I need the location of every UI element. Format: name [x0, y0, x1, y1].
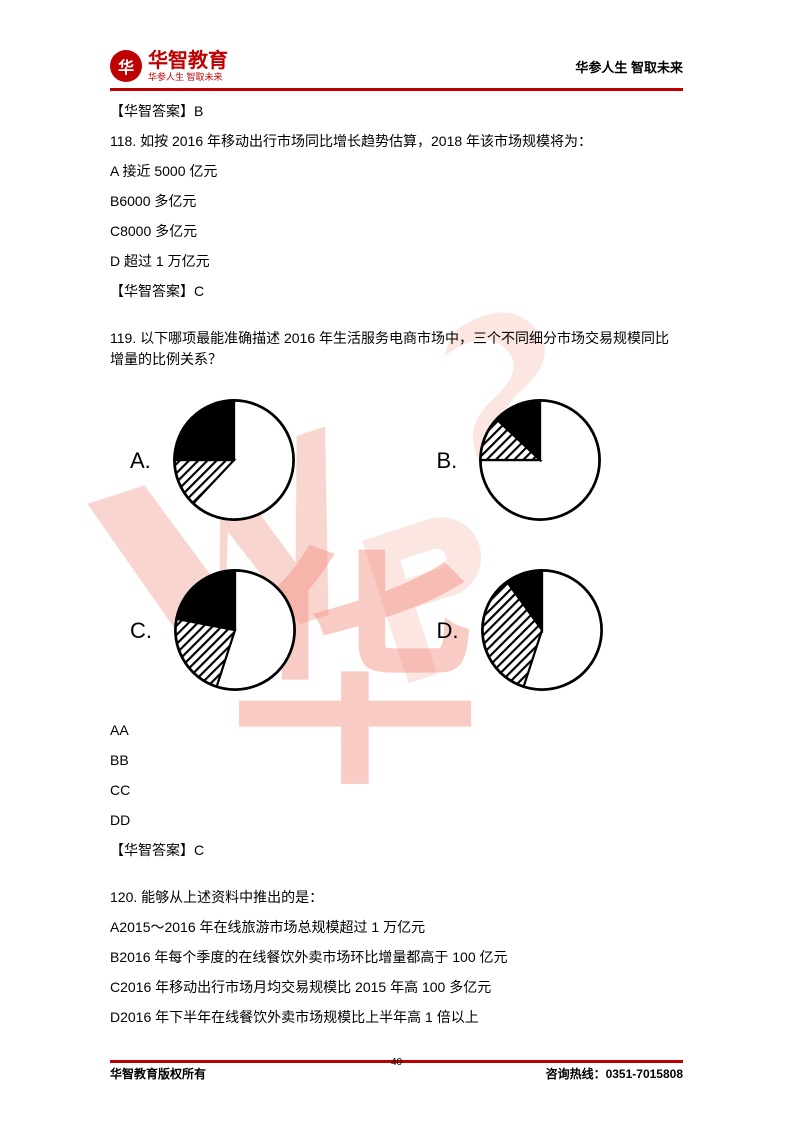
pie-label-d: D.: [437, 614, 459, 647]
pie-chart-c: [170, 565, 300, 695]
pie-label-c: C.: [130, 614, 152, 647]
content: 【华智答案】B 118. 如按 2016 年移动出行市场同比增长趋势估算，201…: [110, 101, 683, 1028]
option-118c: C8000 多亿元: [110, 221, 683, 242]
list-aa: AA: [110, 720, 683, 741]
option-120d: D2016 年下半年在线餐饮外卖市场规模比上半年高 1 倍以上: [110, 1007, 683, 1028]
page-header: 华 华智教育 华参人生 智取未来 华参人生 智取未来: [110, 50, 683, 91]
option-120b: B2016 年每个季度的在线餐饮外卖市场环比增量都高于 100 亿元: [110, 947, 683, 968]
option-118d: D 超过 1 万亿元: [110, 251, 683, 272]
question-118: 118. 如按 2016 年移动出行市场同比增长趋势估算，2018 年该市场规模…: [110, 131, 683, 152]
option-118b: B6000 多亿元: [110, 191, 683, 212]
pie-chart-b: [475, 395, 605, 525]
question-119: 119. 以下哪项最能准确描述 2016 年生活服务电商市场中，三个不同细分市场…: [110, 328, 683, 370]
pie-option-a: A.: [130, 395, 377, 525]
list-cc: CC: [110, 780, 683, 801]
logo-icon: 华: [110, 50, 142, 82]
list-dd: DD: [110, 810, 683, 831]
pie-option-d: D.: [437, 565, 684, 695]
answer-118: 【华智答案】C: [110, 281, 683, 302]
pie-option-c: C.: [130, 565, 377, 695]
pie-label-b: B.: [437, 444, 458, 477]
logo: 华 华智教育 华参人生 智取未来: [110, 50, 228, 82]
answer-117: 【华智答案】B: [110, 101, 683, 122]
option-120a: A2015～2016 年在线旅游市场总规模超过 1 万亿元: [110, 917, 683, 938]
pie-option-b: B.: [437, 395, 684, 525]
list-bb: BB: [110, 750, 683, 771]
pie-chart-d: [477, 565, 607, 695]
header-slogan: 华参人生 智取未来: [575, 57, 683, 76]
pie-label-a: A.: [130, 444, 151, 477]
pie-charts: A. B. C. D.: [130, 395, 683, 695]
question-120: 120. 能够从上述资料中推出的是：: [110, 887, 683, 908]
logo-title: 华智教育: [148, 51, 228, 71]
answer-119: 【华智答案】C: [110, 840, 683, 861]
pie-chart-a: [169, 395, 299, 525]
option-120c: C2016 年移动出行市场月均交易规模比 2015 年高 100 多亿元: [110, 977, 683, 998]
option-118a: A 接近 5000 亿元: [110, 161, 683, 182]
logo-subtitle: 华参人生 智取未来: [148, 73, 228, 82]
